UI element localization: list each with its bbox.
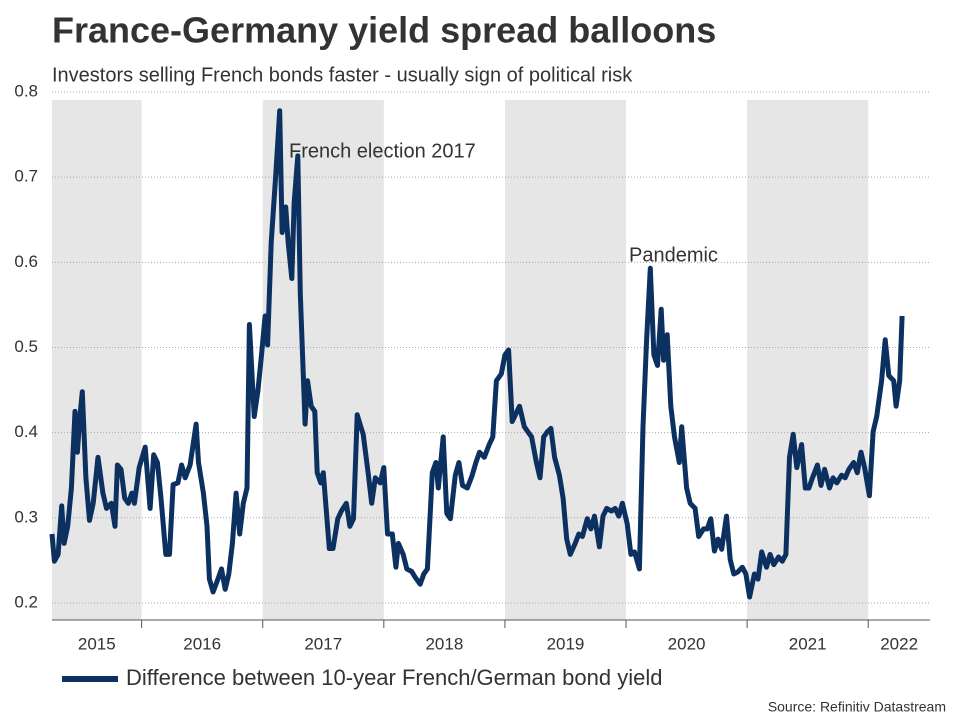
annotation: French election 2017: [289, 140, 476, 162]
data-line: [49, 108, 905, 600]
y-tick-label: 0.2: [14, 592, 38, 611]
x-tick-label: 2022: [880, 634, 918, 653]
y-tick-label: 0.6: [14, 252, 38, 271]
y-tick-label: 0.7: [14, 167, 38, 186]
x-tick-label: 2016: [183, 634, 221, 653]
legend-label: Difference between 10-year French/German…: [126, 665, 662, 690]
chart-subtitle: Investors selling French bonds faster - …: [52, 64, 633, 86]
y-tick-label: 0.3: [14, 507, 38, 526]
source-note: Source: Refinitiv Datastream: [768, 699, 946, 715]
annotation: Pandemic: [629, 244, 718, 266]
y-tick-label: 0.4: [14, 422, 38, 441]
x-tick-label: 2015: [78, 634, 116, 653]
year-band: [747, 100, 869, 620]
x-tick-label: 2020: [668, 634, 706, 653]
x-tick-label: 2017: [304, 634, 342, 653]
x-tick-label: 2021: [789, 634, 827, 653]
chart-title: France-Germany yield spread balloons: [52, 10, 716, 51]
x-tick-label: 2019: [547, 634, 585, 653]
x-tick-label: 2018: [425, 634, 463, 653]
y-tick-label: 0.8: [14, 81, 38, 100]
y-tick-label: 0.5: [14, 337, 38, 356]
